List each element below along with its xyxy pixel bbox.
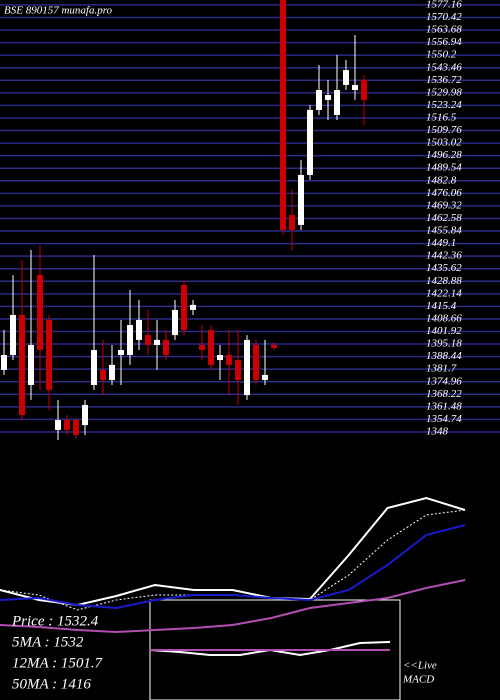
y-tick-label: 1529.98	[426, 86, 462, 98]
y-tick-label: 1476.06	[426, 187, 462, 199]
candle-body	[73, 420, 79, 435]
y-tick-label: 1381.7	[426, 363, 457, 375]
indicator-label: 5MA : 1532	[12, 634, 84, 650]
candle-body	[28, 344, 34, 386]
candle-body	[163, 339, 169, 356]
candle-body	[55, 420, 61, 430]
candle-body	[118, 349, 124, 356]
y-tick-label: 1489.54	[426, 162, 462, 174]
candle-body	[361, 79, 367, 100]
y-tick-label: 1388.44	[426, 350, 462, 362]
y-tick-label: 1415.4	[426, 300, 457, 312]
candle-body	[181, 284, 187, 331]
y-tick-label: 1469.32	[426, 199, 462, 211]
y-tick-label: 1368.22	[426, 388, 462, 400]
y-tick-label: 1496.28	[426, 149, 462, 161]
indicator-label: Price : 1532.4	[11, 613, 99, 629]
candle-body	[109, 364, 115, 380]
y-tick-label: 1361.48	[426, 400, 462, 412]
candle-body	[46, 319, 52, 391]
candle-body	[100, 369, 106, 380]
candle-body	[271, 344, 277, 348]
indicator-line	[0, 524, 466, 610]
y-tick-label: 1354.74	[426, 413, 462, 425]
candle-body	[352, 84, 358, 91]
y-tick-label: 1401.92	[426, 325, 462, 337]
candle-body	[217, 355, 223, 361]
candle-body	[226, 355, 232, 365]
candle-body	[1, 355, 7, 370]
indicator-line	[0, 579, 466, 634]
candle-body	[136, 319, 142, 340]
candle-body	[154, 339, 160, 345]
y-tick-label: 1428.88	[426, 275, 462, 287]
y-tick-label: 1455.84	[426, 225, 462, 237]
candle-body	[280, 0, 286, 230]
y-tick-label: 1503.02	[426, 137, 462, 149]
y-tick-label: 1449.1	[426, 237, 456, 249]
indicator-label: 50MA : 1416	[12, 676, 91, 692]
macd-label: MACD	[402, 674, 434, 686]
y-tick-label: 1462.58	[426, 212, 462, 224]
y-tick-label: 1348	[426, 426, 449, 438]
macd-label: <<Live	[403, 660, 437, 672]
candle-body	[235, 360, 241, 380]
y-tick-label: 1509.76	[426, 124, 462, 136]
candle-body	[199, 344, 205, 350]
candle-body	[145, 335, 151, 345]
candle-body	[190, 304, 196, 310]
candle-body	[334, 90, 340, 115]
candle-body	[325, 95, 331, 100]
candle-body	[82, 404, 88, 426]
candle-body	[91, 349, 97, 386]
y-tick-label: 1556.94	[426, 36, 462, 48]
candle-body	[298, 174, 304, 225]
y-tick-label: 1482.8	[426, 174, 457, 186]
candle-body	[64, 420, 70, 430]
candle-body	[127, 325, 133, 356]
y-tick-label: 1442.36	[426, 250, 462, 262]
candle-body	[37, 275, 43, 350]
y-tick-label: 1543.46	[426, 61, 462, 73]
candle-body	[307, 109, 313, 175]
candle-body	[172, 309, 178, 336]
candle-body	[208, 330, 214, 365]
candle-body	[244, 339, 250, 396]
candle-body	[253, 344, 259, 380]
y-tick-label: 1570.42	[426, 11, 462, 23]
indicator-line	[0, 496, 466, 607]
y-tick-label: 1563.68	[426, 24, 462, 36]
candle-body	[289, 215, 295, 230]
y-tick-label: 1577.16	[426, 0, 462, 10]
candle-body	[262, 374, 268, 380]
y-tick-label: 1422.14	[426, 287, 462, 299]
y-tick-label: 1536.72	[426, 74, 462, 86]
candle-body	[316, 90, 322, 110]
y-tick-label: 1374.96	[426, 375, 462, 387]
candle-body	[10, 314, 16, 356]
macd-line	[149, 641, 391, 657]
candle-body	[19, 314, 25, 416]
indicator-label: 12MA : 1501.7	[12, 655, 104, 671]
candle-body	[343, 70, 349, 85]
chart-title: BSE 890157 munafa.pro	[4, 5, 113, 17]
y-tick-label: 1550.2	[426, 49, 457, 61]
y-tick-label: 1408.66	[426, 312, 462, 324]
y-tick-label: 1516.5	[426, 111, 457, 123]
y-tick-label: 1435.62	[426, 262, 462, 274]
y-tick-label: 1395.18	[426, 338, 462, 350]
y-tick-label: 1523.24	[426, 99, 462, 111]
